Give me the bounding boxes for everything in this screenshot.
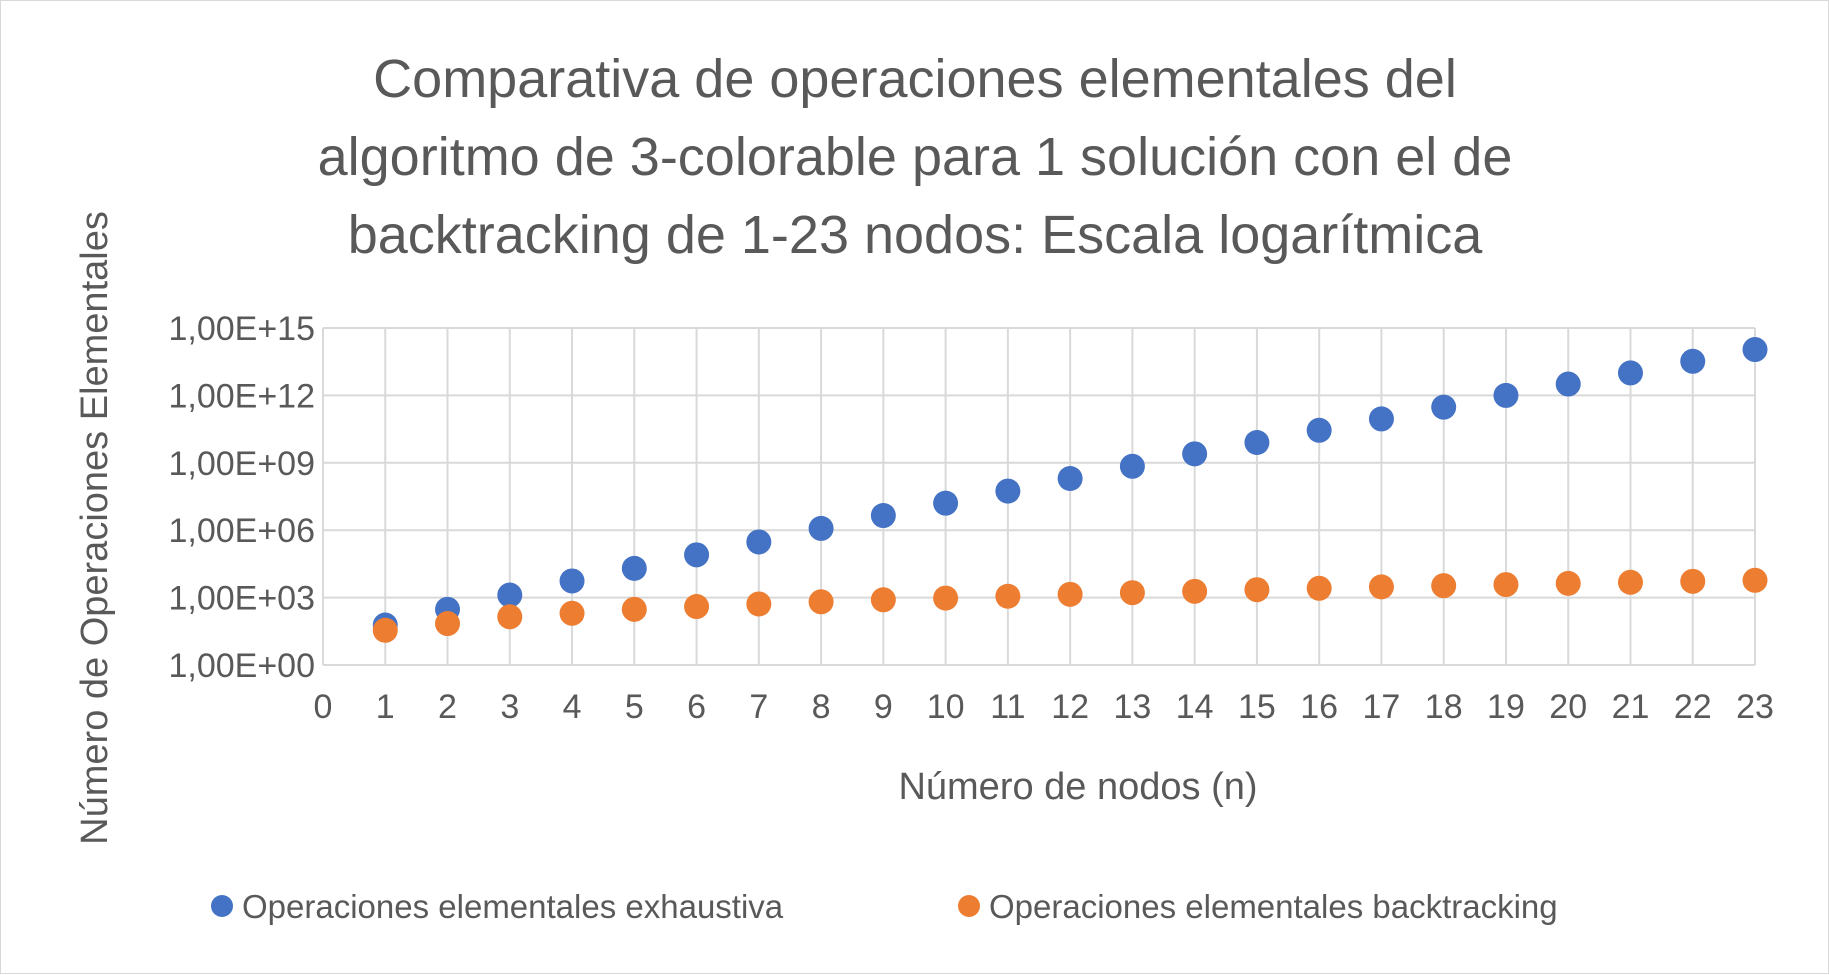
chart-title-line-3: backtracking de 1-23 nodos: Escala logar… [348,205,1484,265]
data-point [559,600,585,626]
x-axis-ticks: 0 1 2 3 4 5 6 7 8 9 10 11 12 13 14 15 16 17 18 19 20 21 22 23 [314,688,1774,726]
data-point [1057,466,1083,492]
data-point [684,542,710,568]
data-point [1306,417,1332,443]
data-point [372,617,398,643]
data-point [995,583,1021,609]
chart-title-line-1: Comparativa de operaciones elementales d… [373,49,1457,109]
data-point [1555,570,1581,596]
data-series [372,337,1768,643]
x-tick-label: 19 [1487,688,1525,726]
y-tick-label: 1,00E+12 [168,377,315,415]
data-point [808,515,834,541]
legend-label-backtracking: Operaciones elementales backtracking [989,888,1558,925]
legend: Operaciones elementales exhaustiva Opera… [211,888,1558,925]
x-tick-label: 10 [927,688,965,726]
x-tick-label: 0 [314,688,333,726]
data-point [1742,337,1768,363]
data-point [684,594,710,620]
x-tick-label: 22 [1674,688,1712,726]
data-point [1244,430,1270,456]
data-point [1555,371,1581,397]
series-backtracking [372,567,1768,643]
data-point [746,591,772,617]
x-tick-label: 23 [1736,688,1774,726]
x-tick-label: 1 [376,688,395,726]
chart-title: Comparativa de operaciones elementales d… [318,49,1513,265]
data-point [1493,572,1519,598]
x-tick-label: 5 [625,688,644,726]
x-tick-label: 4 [563,688,582,726]
data-point [1119,453,1145,479]
x-tick-label: 17 [1363,688,1401,726]
x-tick-label: 14 [1176,688,1214,726]
x-tick-label: 18 [1425,688,1463,726]
data-point [1368,574,1394,600]
data-point [1617,360,1643,386]
y-tick-label: 1,00E+06 [168,512,315,550]
data-point [870,587,896,613]
legend-marker-exhaustiva [211,895,233,917]
x-tick-label: 3 [500,688,519,726]
x-tick-label: 6 [687,688,706,726]
data-point [870,503,896,529]
legend-label-exhaustiva: Operaciones elementales exhaustiva [242,888,784,925]
data-point [1680,348,1706,374]
data-point [1119,580,1145,606]
x-axis-title: Número de nodos (n) [898,766,1257,808]
legend-item-exhaustiva: Operaciones elementales exhaustiva [211,888,784,925]
data-point [559,568,585,594]
data-point [933,585,959,611]
x-tick-label: 21 [1612,688,1650,726]
x-tick-label: 15 [1238,688,1276,726]
data-point [1680,568,1706,594]
data-point [621,596,647,622]
data-point [746,529,772,555]
data-point [1182,441,1208,467]
data-point [808,589,834,615]
data-point [1742,567,1768,593]
data-point [1306,575,1332,601]
x-tick-label: 13 [1113,688,1151,726]
y-axis-ticks: 1,00E+00 1,00E+03 1,00E+06 1,00E+09 1,00E+12… [168,310,315,685]
data-point [621,555,647,581]
y-tick-label: 1,00E+00 [168,647,315,685]
data-point [1057,581,1083,607]
x-tick-label: 7 [749,688,768,726]
data-point [933,490,959,516]
y-axis-title: Número de Operaciones Elementales [74,211,116,845]
data-point [1368,406,1394,432]
x-tick-label: 8 [812,688,831,726]
data-point [1493,382,1519,408]
legend-marker-backtracking [958,895,980,917]
data-point [1431,394,1457,420]
x-tick-label: 16 [1300,688,1338,726]
y-tick-label: 1,00E+03 [168,580,315,618]
data-point [1617,569,1643,595]
chart-title-line-2: algoritmo de 3-colorable para 1 solución… [318,127,1513,187]
x-tick-label: 2 [438,688,457,726]
data-point [435,611,461,637]
x-tick-label: 12 [1051,688,1089,726]
data-point [497,582,523,608]
data-point [1431,573,1457,599]
gridlines [322,327,1756,666]
data-point [1244,577,1270,603]
x-tick-label: 9 [874,688,893,726]
data-point [497,604,523,630]
data-point [995,478,1021,504]
x-tick-label: 11 [990,688,1025,726]
legend-item-backtracking: Operaciones elementales backtracking [958,888,1558,925]
y-tick-label: 1,00E+15 [168,310,315,348]
data-point [1182,578,1208,604]
x-tick-label: 20 [1549,688,1587,726]
y-tick-label: 1,00E+09 [168,445,315,483]
